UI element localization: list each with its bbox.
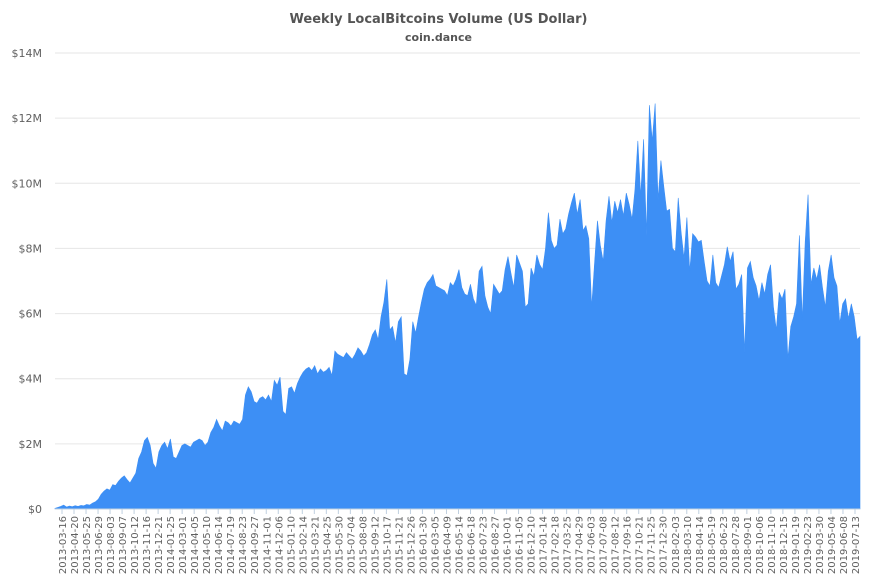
chart-subtitle: coin.dance [405, 31, 472, 44]
x-tick-label: 2016-11-05 [515, 516, 526, 574]
x-tick-label: 2019-07-13 [851, 516, 862, 574]
x-tick-label: 2015-02-14 [298, 516, 309, 574]
y-tick-label: $10M [12, 177, 43, 190]
x-tick-label: 2014-09-27 [250, 516, 261, 574]
x-tick-label: 2018-11-10 [767, 516, 778, 574]
x-tick-label: 2018-05-19 [707, 516, 718, 574]
x-tick-label: 2015-01-10 [286, 516, 297, 574]
x-tick-label: 2014-06-14 [214, 516, 225, 574]
x-tick-label: 2013-08-03 [106, 516, 117, 574]
x-tick-label: 2018-02-03 [671, 516, 682, 574]
x-tick-label: 2018-10-06 [755, 516, 766, 574]
y-tick-label: $2M [19, 438, 43, 451]
x-tick-label: 2017-04-29 [575, 516, 586, 574]
x-tick-label: 2013-11-16 [142, 516, 153, 574]
x-tick-label: 2018-07-28 [731, 516, 742, 574]
x-tick-label: 2017-08-12 [611, 516, 622, 574]
x-tick-label: 2015-05-30 [334, 516, 345, 574]
y-tick-label: $14M [12, 47, 43, 60]
x-tick-label: 2014-01-25 [166, 516, 177, 574]
x-tick-label: 2015-03-21 [310, 516, 321, 574]
x-tick-label: 2018-04-14 [695, 516, 706, 574]
y-tick-label: $4M [19, 373, 43, 386]
x-tick-label: 2015-09-12 [370, 516, 381, 574]
x-tick-label: 2013-03-16 [58, 516, 69, 574]
x-tick-label: 2016-05-14 [454, 516, 465, 574]
x-tick-label: 2015-04-25 [322, 516, 333, 574]
x-tick-label: 2014-03-01 [178, 516, 189, 574]
x-tick-label: 2013-06-29 [94, 516, 105, 574]
x-tick-label: 2014-07-19 [226, 516, 237, 574]
x-tick-label: 2017-02-18 [551, 516, 562, 574]
x-tick-label: 2013-04-20 [70, 516, 81, 574]
x-tick-label: 2015-10-17 [382, 516, 393, 574]
x-tick-label: 2014-12-06 [274, 516, 285, 574]
x-tick-label: 2017-06-03 [587, 516, 598, 574]
x-tick-label: 2019-01-19 [791, 516, 802, 574]
x-tick-label: 2014-04-05 [190, 516, 201, 574]
x-tick-label: 2017-12-30 [659, 516, 670, 574]
x-tick-label: 2013-09-07 [118, 516, 129, 574]
x-tick-label: 2015-08-08 [358, 516, 369, 574]
y-tick-label: $12M [12, 112, 43, 125]
x-tick-label: 2017-07-08 [599, 516, 610, 574]
x-tick-label: 2016-03-05 [430, 516, 441, 574]
series-area [54, 103, 861, 510]
x-tick-label: 2019-05-04 [827, 516, 838, 574]
x-tick-label: 2015-11-21 [394, 516, 405, 574]
x-tick-label: 2013-05-25 [82, 516, 93, 574]
x-tick-label: 2018-03-10 [683, 516, 694, 574]
x-tick-label: 2016-06-18 [467, 516, 478, 574]
x-tick-label: 2017-11-25 [647, 516, 658, 574]
x-tick-label: 2014-05-10 [202, 516, 213, 574]
chart-title: Weekly LocalBitcoins Volume (US Dollar) [289, 12, 588, 27]
x-tick-label: 2017-03-25 [563, 516, 574, 574]
x-tick-label: 2014-11-01 [262, 516, 273, 574]
x-tick-label: 2016-04-09 [442, 516, 453, 574]
x-tick-label: 2014-08-23 [238, 516, 249, 574]
x-tick-label: 2019-02-23 [803, 516, 814, 574]
x-tick-label: 2016-08-27 [491, 516, 502, 574]
x-tick-label: 2013-10-12 [130, 516, 141, 574]
x-tick-label: 2016-10-01 [503, 516, 514, 574]
x-tick-label: 2016-12-10 [527, 516, 538, 574]
y-tick-label: $6M [19, 308, 43, 321]
x-tick-label: 2019-03-30 [815, 516, 826, 574]
x-tick-label: 2017-01-14 [539, 516, 550, 574]
x-tick-label: 2018-09-01 [743, 516, 754, 574]
x-tick-label: 2016-01-30 [418, 516, 429, 574]
x-tick-label: 2013-12-21 [154, 516, 165, 574]
y-tick-label: $8M [19, 242, 43, 255]
y-tick-label: $0 [28, 503, 42, 516]
x-tick-label: 2018-06-23 [719, 516, 730, 574]
x-tick-label: 2015-12-26 [406, 516, 417, 574]
x-tick-label: 2018-12-15 [779, 516, 790, 574]
x-tick-label: 2017-10-21 [635, 516, 646, 574]
x-tick-label: 2015-07-04 [346, 516, 357, 574]
x-tick-label: 2019-06-08 [839, 516, 850, 574]
x-tick-label: 2017-09-16 [623, 516, 634, 574]
x-tick-label: 2016-07-23 [479, 516, 490, 574]
